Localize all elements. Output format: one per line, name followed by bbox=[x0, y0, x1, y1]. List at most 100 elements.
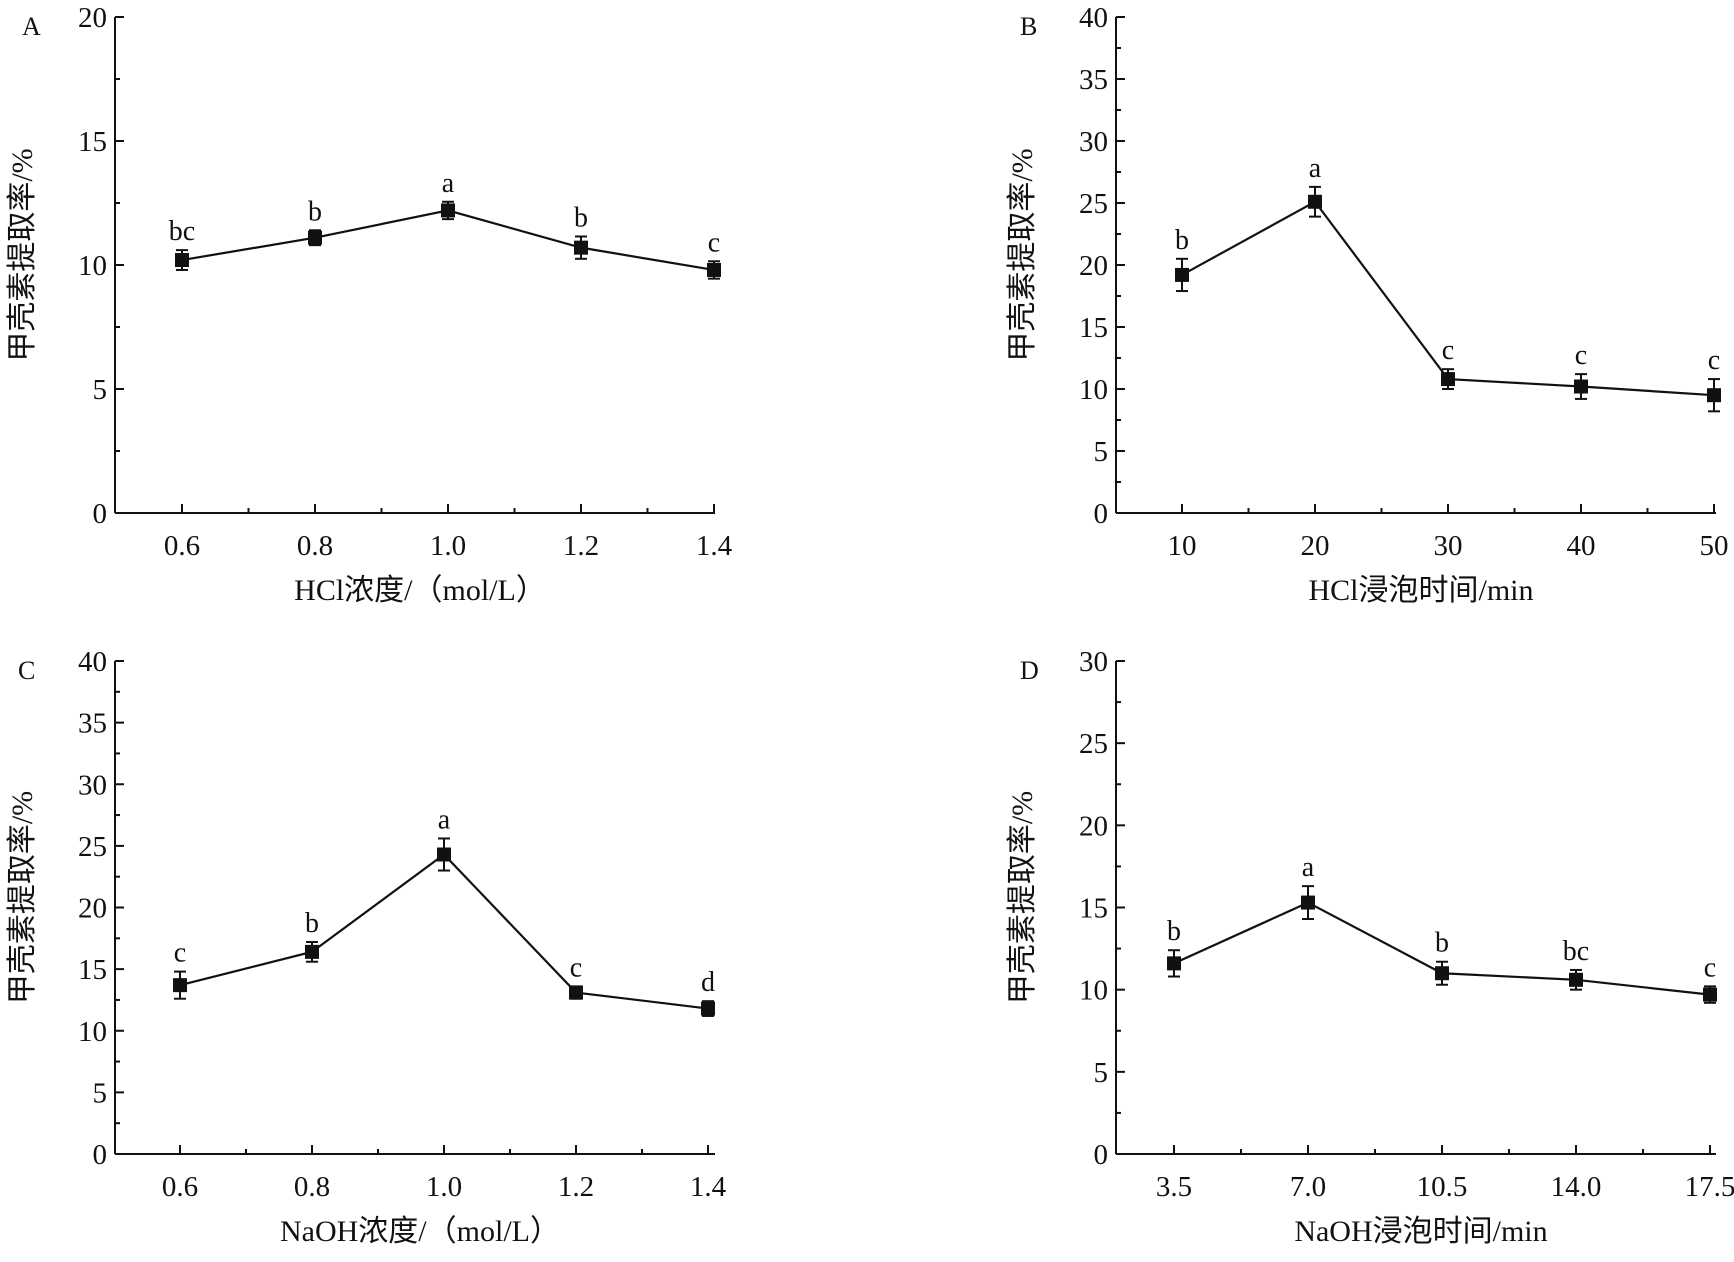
panel-label: B bbox=[1020, 12, 1037, 41]
x-axis-title: HCl浸泡时间/min bbox=[1308, 574, 1533, 607]
significance-label: b bbox=[305, 908, 319, 939]
significance-label: a bbox=[1309, 153, 1322, 184]
significance-label: b bbox=[308, 196, 322, 227]
significance-label: a bbox=[438, 804, 451, 835]
panel-label: A bbox=[22, 12, 41, 41]
x-tick-label: 50 bbox=[1700, 530, 1729, 562]
y-tick-label: 40 bbox=[1079, 2, 1108, 34]
data-point bbox=[1569, 972, 1583, 987]
data-point bbox=[574, 240, 588, 255]
y-tick-label: 5 bbox=[1094, 1057, 1109, 1089]
x-tick-label: 0.6 bbox=[162, 1171, 198, 1203]
y-tick-label: 40 bbox=[78, 646, 107, 678]
significance-label: c bbox=[1442, 335, 1454, 366]
y-tick-label: 20 bbox=[1079, 250, 1108, 282]
x-tick-label: 20 bbox=[1301, 530, 1330, 562]
significance-label: c bbox=[1704, 952, 1716, 983]
x-tick-label: 3.5 bbox=[1156, 1171, 1192, 1203]
significance-label: c bbox=[708, 227, 720, 258]
y-tick-label: 30 bbox=[78, 769, 107, 801]
data-point bbox=[1703, 987, 1717, 1002]
y-tick-label: 5 bbox=[93, 374, 108, 406]
chart-panel-a: A 0 5 10 15 20 0.6 0.8 1.0 1.2 1.4 HCl浓度/（mol/L） 甲壳素… bbox=[6, 2, 733, 607]
x-tick-label: 1.0 bbox=[426, 1171, 462, 1203]
significance-label: bc bbox=[1563, 936, 1589, 967]
y-tick-label: 15 bbox=[78, 126, 107, 158]
y-axis-title: 甲壳素提取率/% bbox=[6, 148, 39, 361]
y-tick-label: 0 bbox=[1094, 1139, 1109, 1171]
x-tick-label: 1.0 bbox=[430, 530, 466, 562]
y-tick-label: 10 bbox=[78, 250, 107, 282]
y-tick-label: 30 bbox=[1079, 126, 1108, 158]
significance-label: c bbox=[1708, 345, 1720, 376]
y-tick-label: 25 bbox=[78, 831, 107, 863]
x-tick-label: 1.4 bbox=[690, 1171, 727, 1203]
data-point bbox=[175, 253, 189, 268]
data-point bbox=[1301, 895, 1315, 910]
x-tick-label: 7.0 bbox=[1290, 1171, 1326, 1203]
y-tick-label: 20 bbox=[78, 2, 107, 34]
x-tick-label: 17.5 bbox=[1685, 1171, 1734, 1203]
y-tick-label: 10 bbox=[1079, 374, 1108, 406]
significance-label: b bbox=[1175, 225, 1189, 256]
panel-label: C bbox=[18, 656, 35, 685]
y-tick-label: 0 bbox=[93, 1139, 108, 1171]
x-tick-label: 1.2 bbox=[563, 530, 599, 562]
chart-panel-d: D 0 5 10 15 20 25 30 3.5 7.0 10.5 14.0 17.5 NaOH浸泡时间/… bbox=[1006, 646, 1734, 1248]
y-tick-label: 35 bbox=[78, 708, 107, 740]
significance-label: c bbox=[174, 938, 186, 969]
y-axis-title: 甲壳素提取率/% bbox=[1006, 791, 1039, 1004]
panel-label: D bbox=[1020, 656, 1039, 685]
data-point bbox=[1574, 379, 1588, 394]
y-tick-label: 25 bbox=[1079, 728, 1108, 760]
x-axis-title: NaOH浓度/（mol/L） bbox=[280, 1215, 560, 1248]
y-axis-title: 甲壳素提取率/% bbox=[1006, 148, 1039, 361]
series-line bbox=[179, 853, 709, 1010]
data-point bbox=[569, 985, 583, 1000]
x-tick-label: 1.2 bbox=[558, 1171, 594, 1203]
x-tick-label: 0.8 bbox=[297, 530, 333, 562]
significance-label: c bbox=[1575, 340, 1587, 371]
x-tick-label: 0.6 bbox=[164, 530, 200, 562]
y-tick-label: 25 bbox=[1079, 188, 1108, 220]
chart-panel-c: C 0 5 10 15 20 25 30 35 40 0.6 0.8 1.0 1.2 1.4 NaOH浓度/（… bbox=[6, 646, 727, 1248]
x-tick-label: 30 bbox=[1434, 530, 1463, 562]
y-tick-label: 10 bbox=[78, 1016, 107, 1048]
y-axis-title: 甲壳素提取率/% bbox=[6, 791, 39, 1004]
y-tick-label: 20 bbox=[78, 893, 107, 925]
x-axis-title: NaOH浸泡时间/min bbox=[1294, 1215, 1547, 1248]
x-tick-label: 10.5 bbox=[1417, 1171, 1468, 1203]
data-point bbox=[707, 262, 721, 277]
significance-label: a bbox=[1302, 852, 1315, 883]
y-tick-label: 15 bbox=[1079, 893, 1108, 925]
data-point bbox=[1707, 388, 1721, 403]
y-tick-label: 5 bbox=[93, 1077, 108, 1109]
data-point bbox=[1441, 372, 1455, 387]
y-tick-label: 15 bbox=[1079, 312, 1108, 344]
significance-label: b bbox=[1435, 928, 1449, 959]
data-point bbox=[437, 847, 451, 862]
data-point bbox=[441, 203, 455, 218]
y-tick-label: 0 bbox=[1094, 498, 1109, 530]
data-point bbox=[1175, 267, 1189, 282]
significance-label: d bbox=[701, 967, 715, 998]
data-point bbox=[1308, 194, 1322, 209]
y-tick-label: 10 bbox=[1079, 975, 1108, 1007]
x-tick-label: 1.4 bbox=[696, 530, 733, 562]
data-point bbox=[1435, 966, 1449, 981]
y-tick-label: 15 bbox=[78, 954, 107, 986]
significance-label: b bbox=[574, 202, 588, 233]
data-point bbox=[305, 944, 319, 959]
series-line bbox=[1181, 200, 1715, 397]
x-axis-title: HCl浓度/（mol/L） bbox=[294, 574, 546, 607]
x-tick-label: 40 bbox=[1567, 530, 1596, 562]
data-point bbox=[1167, 956, 1181, 971]
y-tick-label: 0 bbox=[93, 498, 108, 530]
chart-panel-b: B 0 5 10 15 20 25 30 35 40 10 20 30 40 50 HCl浸泡时间/min 甲壳… bbox=[1006, 2, 1729, 607]
y-tick-label: 30 bbox=[1079, 646, 1108, 678]
data-point bbox=[308, 230, 322, 245]
significance-label: c bbox=[570, 952, 582, 983]
y-tick-label: 35 bbox=[1079, 64, 1108, 96]
data-point bbox=[701, 1001, 715, 1016]
